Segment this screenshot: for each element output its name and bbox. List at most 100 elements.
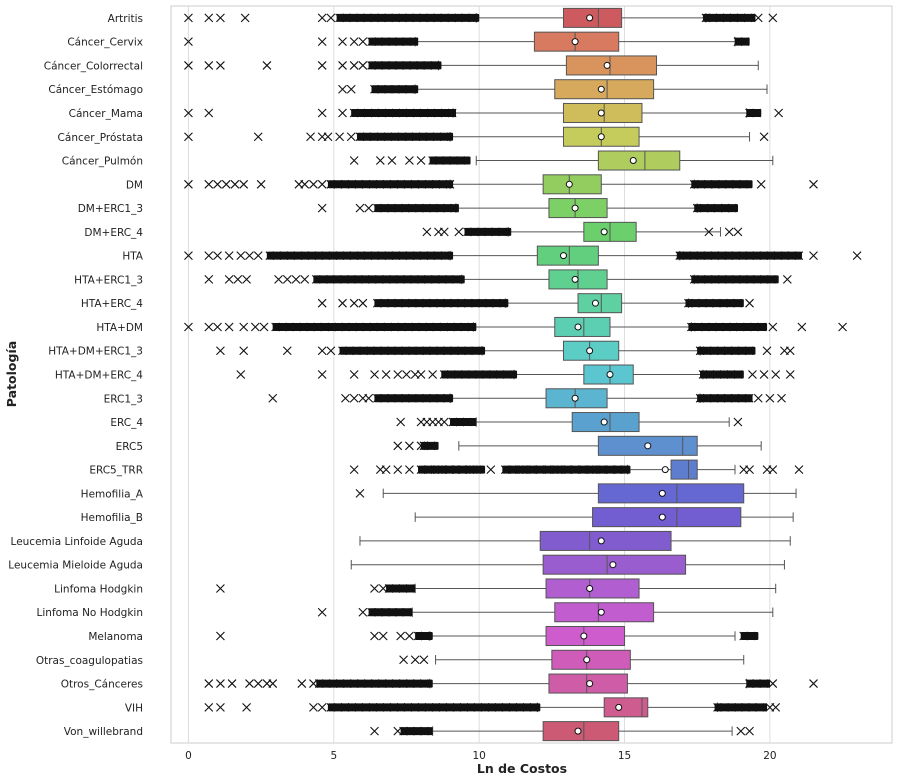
- outlier-point: [394, 203, 403, 213]
- outlier-point: [733, 227, 743, 237]
- outlier-point: [318, 275, 328, 284]
- outlier-point: [378, 584, 388, 593]
- outlier-point: [335, 679, 345, 688]
- outlier-point: [326, 179, 336, 189]
- outlier-point: [230, 179, 240, 189]
- outlier-point: [768, 465, 778, 474]
- outlier-point: [398, 108, 408, 118]
- outlier-point: [422, 203, 431, 213]
- outlier-point: [598, 465, 608, 474]
- outlier-point: [370, 251, 380, 261]
- outlier-point: [405, 13, 415, 23]
- outlier-point: [334, 322, 344, 332]
- outlier-point: [245, 679, 254, 688]
- outlier-point: [438, 179, 448, 189]
- outlier-point: [240, 13, 250, 23]
- y-tick-label: Cáncer_Cervix: [67, 37, 143, 49]
- mean-marker: [597, 85, 605, 93]
- outlier-point: [499, 298, 508, 308]
- outlier-point: [459, 702, 469, 712]
- outlier-point: [415, 393, 424, 403]
- outlier-point: [317, 61, 327, 70]
- box-iqr: [670, 459, 698, 480]
- box-group: [204, 697, 781, 718]
- outlier-point: [373, 393, 382, 403]
- outlier-point: [726, 370, 736, 379]
- mean-marker: [574, 727, 582, 735]
- outlier-point: [467, 370, 477, 379]
- outlier-point: [224, 251, 234, 261]
- outlier-point: [797, 322, 807, 332]
- y-tick-label: Von_willebrand: [64, 726, 143, 738]
- outlier-point: [367, 275, 377, 284]
- outlier-point: [439, 417, 449, 427]
- outlier-point: [384, 251, 394, 261]
- outlier-point: [738, 251, 748, 261]
- outlier-point: [221, 179, 231, 189]
- outlier-point: [309, 702, 318, 712]
- outlier-point: [736, 13, 746, 23]
- box-group: [184, 7, 778, 28]
- outlier-point: [338, 346, 347, 356]
- outlier-point: [460, 370, 470, 379]
- outlier-point: [306, 132, 315, 142]
- outlier-point: [729, 13, 739, 23]
- outlier-point: [349, 465, 359, 474]
- outlier-point: [409, 275, 419, 284]
- outlier-point: [359, 346, 368, 356]
- outlier-point: [378, 631, 388, 641]
- outlier-point: [213, 322, 222, 332]
- box-group: [399, 649, 745, 670]
- outlier-point: [453, 370, 463, 379]
- outlier-point: [445, 179, 455, 189]
- outlier-point: [377, 108, 387, 118]
- outlier-point: [425, 132, 435, 142]
- outlier-point: [426, 108, 436, 118]
- outlier-point: [381, 607, 390, 617]
- outlier-point: [723, 393, 733, 403]
- outlier-point: [368, 702, 378, 712]
- outlier-point: [715, 322, 724, 332]
- outlier-point: [712, 298, 721, 308]
- outlier-point: [340, 179, 350, 189]
- outlier-point: [720, 702, 729, 712]
- outlier-point: [393, 726, 403, 736]
- outlier-point: [253, 679, 263, 688]
- outlier-point: [428, 156, 438, 165]
- outlier-point: [268, 679, 278, 688]
- outlier-point: [380, 393, 389, 403]
- outlier-point: [768, 13, 778, 23]
- box-group: [204, 269, 792, 290]
- y-tick-label: HTA+DM+ERC1_3: [48, 346, 143, 358]
- y-tick-labels: Artritis Cáncer_Cervix Cáncer_Colorrectal C…: [8, 13, 144, 738]
- outlier-point: [335, 13, 345, 23]
- outlier-point: [391, 584, 401, 593]
- outlier-point: [724, 227, 734, 237]
- x-tick-label: 20: [763, 750, 776, 762]
- outlier-point: [737, 346, 747, 356]
- outlier-point: [449, 156, 459, 165]
- outlier-point: [398, 679, 408, 688]
- y-tick-label: ERC5: [116, 441, 143, 453]
- outlier-point: [508, 702, 518, 712]
- box-group: [393, 435, 762, 456]
- outlier-point: [384, 108, 394, 118]
- outlier-point: [701, 13, 711, 23]
- outlier-point: [544, 465, 554, 474]
- outlier-band-high: [734, 37, 750, 46]
- outlier-point: [412, 679, 422, 688]
- outlier-point: [528, 465, 538, 474]
- outlier-point: [338, 298, 347, 308]
- outlier-point: [216, 13, 225, 23]
- box-group: [204, 673, 818, 694]
- outlier-point: [691, 298, 700, 308]
- outlier-point: [737, 393, 747, 403]
- box-group: [422, 221, 743, 242]
- outlier-point: [509, 465, 519, 474]
- outlier-point: [752, 275, 762, 284]
- outlier-point: [349, 370, 359, 379]
- outlier-point: [437, 465, 447, 474]
- outlier-point: [363, 251, 373, 261]
- outlier-point: [402, 370, 411, 379]
- mean-marker: [597, 537, 605, 545]
